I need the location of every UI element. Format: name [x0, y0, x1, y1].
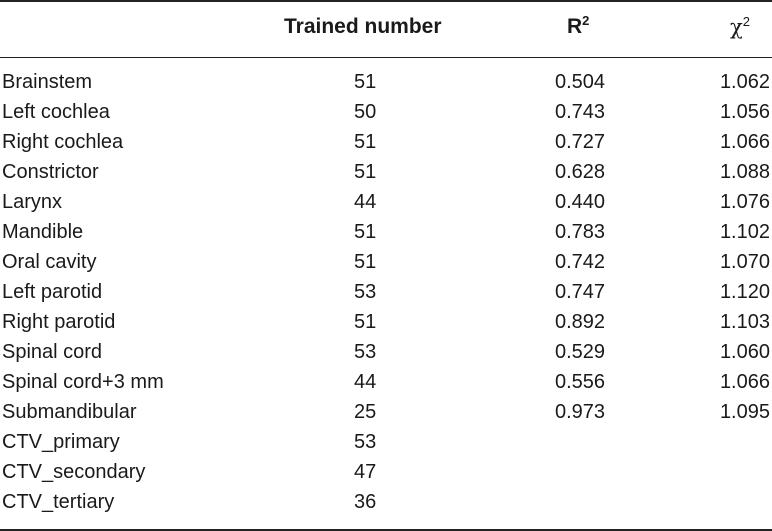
row-r-squared: 0.727: [555, 131, 606, 153]
header-r-squared-exponent: 2: [582, 13, 590, 28]
table-row: Constrictor 51 0.628 1.088: [0, 159, 772, 189]
header-divider: [0, 57, 772, 58]
table-top-rule: [0, 0, 772, 2]
row-name: Mandible: [2, 221, 84, 243]
row-name: Constrictor: [2, 161, 99, 183]
row-trained-number: 36: [354, 491, 377, 513]
table-row: Brainstem 51 0.504 1.062: [0, 69, 772, 99]
row-r-squared: 0.743: [555, 101, 606, 123]
row-name: Brainstem: [2, 71, 93, 93]
row-r-squared: 0.556: [555, 371, 606, 393]
row-name: Larynx: [2, 191, 63, 213]
row-trained-number: 44: [354, 191, 377, 213]
row-name: CTV_secondary: [2, 461, 146, 483]
header-trained-number: Trained number: [284, 15, 442, 38]
table-row: Mandible 51 0.783 1.102: [0, 219, 772, 249]
row-trained-number: 51: [354, 71, 377, 93]
row-name: Submandibular: [2, 401, 137, 423]
row-name: Left parotid: [2, 281, 103, 303]
table-row: Left cochlea 50 0.743 1.056: [0, 99, 772, 129]
row-chi-squared: 1.120: [719, 281, 770, 303]
table-row: Submandibular 25 0.973 1.095: [0, 399, 772, 429]
table-row: Spinal cord 53 0.529 1.060: [0, 339, 772, 369]
table-row: Larynx 44 0.440 1.076: [0, 189, 772, 219]
row-trained-number: 51: [354, 131, 377, 153]
row-r-squared: 0.504: [555, 71, 606, 93]
row-trained-number: 53: [354, 281, 377, 303]
row-chi-squared: 1.095: [719, 401, 770, 423]
row-name: Oral cavity: [2, 251, 97, 273]
table-body: Brainstem 51 0.504 1.062 Left cochlea 50 0.743…: [0, 69, 772, 519]
row-trained-number: 51: [354, 251, 377, 273]
row-chi-squared: 1.066: [719, 131, 770, 153]
row-r-squared: 0.747: [555, 281, 606, 303]
row-chi-squared: 1.060: [719, 341, 770, 363]
header-chi-squared: χ2: [730, 14, 750, 39]
row-trained-number: 47: [354, 461, 377, 483]
row-trained-number: 53: [354, 431, 377, 453]
table-row: CTV_tertiary 36: [0, 489, 772, 519]
row-trained-number: 51: [354, 221, 377, 243]
row-name: Spinal cord: [2, 341, 103, 363]
table-row: Right cochlea 51 0.727 1.066: [0, 129, 772, 159]
row-chi-squared: 1.062: [719, 71, 770, 93]
header-chi-squared-exponent: 2: [742, 14, 750, 29]
row-trained-number: 50: [354, 101, 377, 123]
row-trained-number: 25: [354, 401, 377, 423]
table-row: Left parotid 53 0.747 1.120: [0, 279, 772, 309]
row-r-squared: 0.973: [555, 401, 606, 423]
row-r-squared: 0.440: [555, 191, 606, 213]
table-bottom-rule: [0, 529, 772, 531]
row-chi-squared: 1.103: [719, 311, 770, 333]
row-chi-squared: 1.056: [719, 101, 770, 123]
table-header: Trained number R2 χ2: [0, 0, 772, 57]
header-r-squared: R2: [567, 13, 590, 39]
row-r-squared: 0.529: [555, 341, 606, 363]
row-name: CTV_primary: [2, 431, 120, 453]
row-name: Spinal cord+3 mm: [2, 371, 164, 393]
row-r-squared: 0.783: [555, 221, 606, 243]
row-r-squared: 0.628: [555, 161, 606, 183]
row-trained-number: 44: [354, 371, 377, 393]
header-r-squared-base: R: [567, 15, 583, 38]
table-row: CTV_secondary 47: [0, 459, 772, 489]
row-r-squared: 0.892: [555, 311, 606, 333]
row-name: Left cochlea: [2, 101, 110, 123]
row-name: Right parotid: [2, 311, 116, 333]
row-trained-number: 53: [354, 341, 377, 363]
table-row: Right parotid 51 0.892 1.103: [0, 309, 772, 339]
row-chi-squared: 1.076: [719, 191, 770, 213]
row-name: CTV_tertiary: [2, 491, 115, 513]
row-trained-number: 51: [354, 311, 377, 333]
header-chi-squared-base: χ: [730, 15, 743, 39]
row-trained-number: 51: [354, 161, 377, 183]
table-row: CTV_primary 53: [0, 429, 772, 459]
row-r-squared: 0.742: [555, 251, 606, 273]
row-chi-squared: 1.070: [719, 251, 770, 273]
row-chi-squared: 1.102: [719, 221, 770, 243]
row-chi-squared: 1.088: [719, 161, 770, 183]
row-chi-squared: 1.066: [719, 371, 770, 393]
table-row: Spinal cord+3 mm 44 0.556 1.066: [0, 369, 772, 399]
table-row: Oral cavity 51 0.742 1.070: [0, 249, 772, 279]
row-name: Right cochlea: [2, 131, 124, 153]
